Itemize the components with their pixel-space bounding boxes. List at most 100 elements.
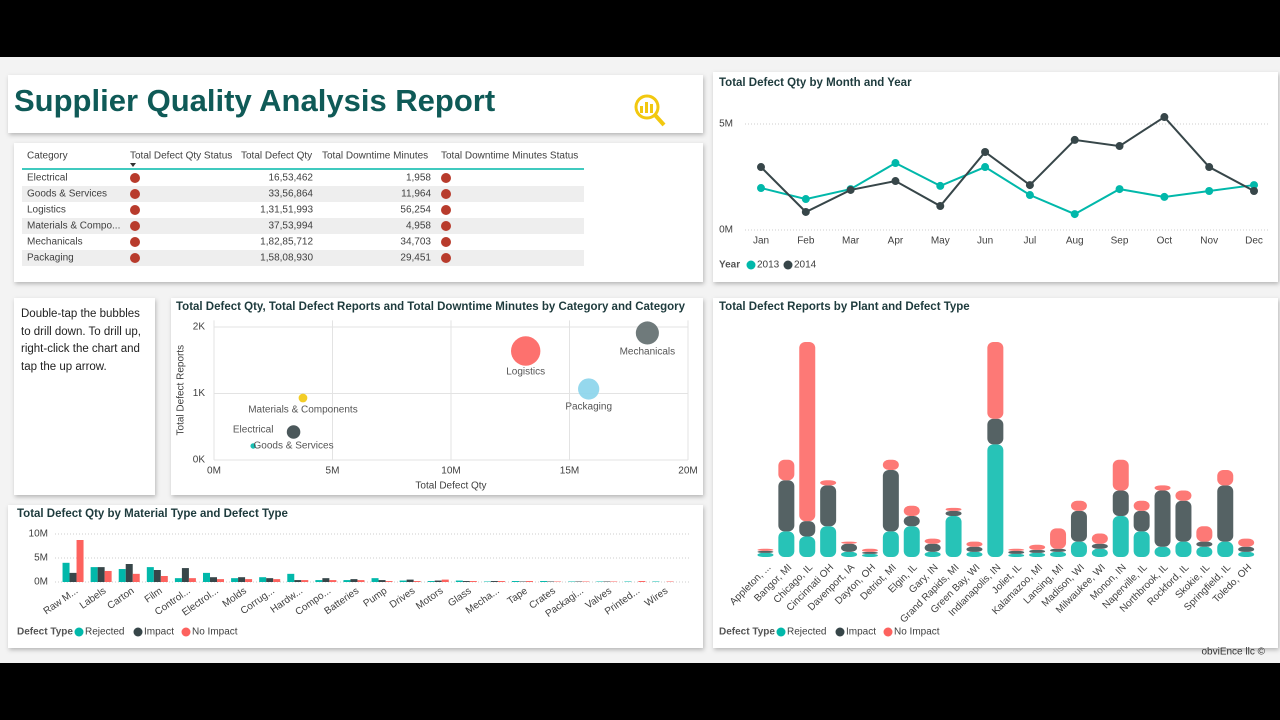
x-axis-title: Total Defect Qty [415, 481, 486, 492]
bar [62, 562, 70, 582]
ribbon-segment [1091, 543, 1108, 549]
ribbon-segment [903, 516, 920, 527]
x-tick-label: 5M [326, 466, 340, 477]
footer: obviEnce llc © [1201, 647, 1265, 658]
x-tick-label: Jun [977, 236, 993, 247]
bubble [578, 378, 600, 400]
ribbon-segment [966, 551, 983, 557]
bar [441, 579, 449, 582]
legend-label: 2013 [757, 260, 780, 271]
ribbon-segment [1217, 541, 1234, 557]
bar [322, 578, 330, 582]
ribbon-segment [1070, 541, 1087, 557]
point [1115, 142, 1124, 151]
ribbon-segment [966, 546, 983, 552]
bar [490, 581, 498, 582]
scatter-panel [171, 298, 703, 495]
status-dot [130, 205, 140, 215]
ribbon-segment [799, 521, 816, 537]
status-dot [130, 189, 140, 199]
ribbon-segment [945, 510, 962, 517]
point [801, 207, 810, 216]
bar [540, 581, 548, 582]
ribbon-segment [1112, 459, 1129, 491]
legend-dot [74, 627, 84, 637]
bar [203, 572, 210, 582]
ribbon-segment [778, 480, 795, 532]
bar [497, 581, 505, 582]
ribbon-segment [1175, 500, 1192, 542]
ribbon-segment [799, 342, 816, 522]
bar [217, 579, 224, 582]
bar [343, 580, 351, 582]
cell: Mechanicals [27, 237, 83, 248]
status-dot [130, 221, 140, 231]
bubble-label: Logistics [506, 367, 545, 378]
point [1025, 191, 1034, 200]
y-tick-label: 10M [29, 529, 48, 540]
ribbon-segment [1008, 550, 1025, 554]
bar [294, 580, 302, 582]
ribbon-segment [1091, 548, 1108, 557]
point [936, 202, 945, 211]
ribbon-segment [924, 538, 941, 544]
ribbon-segment [1029, 552, 1046, 557]
ribbon-segment [1217, 485, 1234, 542]
bottom-bar [0, 663, 1280, 720]
bubble-label: Mechanicals [620, 347, 676, 358]
cell: Packaging [27, 253, 74, 264]
bar [512, 581, 519, 582]
ribbon-segment [1050, 551, 1067, 557]
bar [350, 579, 358, 582]
bubble [298, 393, 308, 403]
ribbon-segment [1133, 500, 1150, 511]
point [981, 147, 990, 156]
bar [526, 581, 533, 582]
series-line [760, 115, 1255, 214]
bar [118, 569, 126, 582]
x-tick-label: Oct [1157, 236, 1173, 247]
ribbon-segment [820, 526, 837, 557]
bar [259, 577, 267, 582]
cell: 11,964 [401, 189, 431, 200]
point [891, 177, 900, 186]
ribbon-segment [924, 551, 941, 557]
ribbon-segment [757, 550, 774, 553]
ribbon-segment [1196, 546, 1213, 557]
ribbon-segment [1133, 510, 1150, 532]
y-tick-label: 2K [193, 322, 206, 333]
x-tick-label: Feb [797, 236, 815, 247]
status-dot [441, 221, 451, 231]
point [1250, 186, 1258, 195]
bar [287, 573, 295, 582]
legend-title: Year [719, 260, 740, 271]
ribbon-segment [1154, 490, 1171, 547]
ribbon-segment [882, 459, 899, 470]
ribbon-segment [1070, 500, 1087, 511]
top-bar [0, 0, 1280, 57]
legend-label: Impact [846, 627, 876, 638]
title-panel [8, 75, 703, 133]
bar [378, 580, 386, 582]
ribbon-segment [1029, 549, 1046, 553]
bar [413, 581, 421, 582]
ribbon-segment [1133, 531, 1150, 557]
ribbon-segment [924, 543, 941, 552]
status-dot [130, 237, 140, 247]
bar [132, 573, 140, 582]
bar [329, 580, 337, 582]
cell: Materials & Compo... [27, 221, 120, 232]
ribbon-segment [841, 551, 858, 557]
sort-arrow [130, 163, 136, 167]
bar [69, 572, 77, 582]
y-axis-title: Total Defect Reports [176, 345, 187, 436]
bar [160, 576, 168, 582]
report-icon [634, 94, 666, 127]
ribbon-segment [799, 536, 816, 557]
bar [273, 579, 281, 582]
ribbon-segment [861, 548, 878, 552]
cell: Goods & Services [27, 189, 107, 200]
chart-title: Total Defect Reports by Plant and Defect… [719, 301, 970, 313]
point [757, 184, 765, 193]
ribbon-segment [987, 444, 1004, 557]
